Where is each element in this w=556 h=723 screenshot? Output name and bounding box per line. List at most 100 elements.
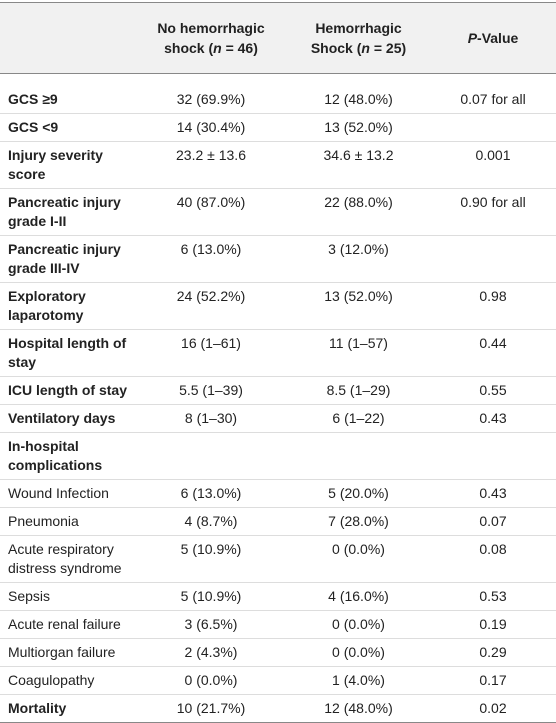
- row-label: Pancreatic injury grade III-IV: [0, 235, 135, 283]
- cell: 8 (1–30): [135, 404, 287, 433]
- cell: 0.001: [430, 141, 556, 189]
- cell: 0.55: [430, 376, 556, 405]
- table-row: Multiorgan failure 2 (4.3%) 0 (0.0%) 0.29: [0, 638, 556, 667]
- table-row: Coagulopathy 0 (0.0%) 1 (4.0%) 0.17: [0, 666, 556, 695]
- row-label: Injury severity score: [0, 141, 135, 189]
- cell: 24 (52.2%): [135, 282, 287, 330]
- cell: 0.17: [430, 666, 556, 695]
- cell: 4 (8.7%): [135, 507, 287, 536]
- cell: 0.44: [430, 329, 556, 377]
- cell: 12 (48.0%): [287, 73, 430, 114]
- row-label: Multiorgan failure: [0, 638, 135, 667]
- table-row: Pneumonia 4 (8.7%) 7 (28.0%) 0.07: [0, 507, 556, 536]
- cell: 5.5 (1–39): [135, 376, 287, 405]
- cell: 8.5 (1–29): [287, 376, 430, 405]
- header-text: Hemorrhagic Shock (: [310, 20, 402, 56]
- table-row: Hospital length of stay 16 (1–61) 11 (1–57…: [0, 329, 556, 377]
- row-label: GCS <9: [0, 113, 135, 142]
- cell: 32 (69.9%): [135, 73, 287, 114]
- cell: 0 (0.0%): [287, 610, 430, 639]
- table-row: In-hospital complications: [0, 432, 556, 480]
- header-cell: [0, 2, 135, 74]
- cell: 6 (13.0%): [135, 235, 287, 283]
- cell: 40 (87.0%): [135, 188, 287, 236]
- cell: 5 (10.9%): [135, 582, 287, 611]
- table-row: Injury severity score 23.2 ± 13.6 34.6 ± 1…: [0, 141, 556, 189]
- cell: [430, 432, 556, 480]
- header-text: -Value: [477, 30, 519, 46]
- table-row: Exploratory laparotomy 24 (52.2%) 13 (52.0…: [0, 282, 556, 330]
- row-label: Wound Infection: [0, 479, 135, 508]
- row-label: Acute respiratory distress syndrome: [0, 535, 135, 583]
- header-text: = 25): [369, 40, 407, 56]
- cell: 14 (30.4%): [135, 113, 287, 142]
- header-cell: P-Value: [430, 2, 556, 74]
- header-cell: Hemorrhagic Shock (n = 25): [287, 2, 430, 74]
- cell: 13 (52.0%): [287, 282, 430, 330]
- cell: 4 (16.0%): [287, 582, 430, 611]
- table-row: Acute respiratory distress syndrome 5 (10…: [0, 535, 556, 583]
- table-row: ICU length of stay 5.5 (1–39) 8.5 (1–29) 0.…: [0, 376, 556, 405]
- cell: 5 (20.0%): [287, 479, 430, 508]
- row-label: Exploratory laparotomy: [0, 282, 135, 330]
- row-label: Sepsis: [0, 582, 135, 611]
- table-row: Wound Infection 6 (13.0%) 5 (20.0%) 0.43: [0, 479, 556, 508]
- row-label: Hospital length of stay: [0, 329, 135, 377]
- header-text: = 46): [221, 40, 258, 56]
- cell: 7 (28.0%): [287, 507, 430, 536]
- cell: 34.6 ± 13.2: [287, 141, 430, 189]
- cell: 22 (88.0%): [287, 188, 430, 236]
- cell: 11 (1–57): [287, 329, 430, 377]
- cell: 1 (4.0%): [287, 666, 430, 695]
- cell: [287, 432, 430, 480]
- table-row: Pancreatic injury grade III-IV 6 (13.0%) 3…: [0, 235, 556, 283]
- cell: 23.2 ± 13.6: [135, 141, 287, 189]
- cell: 0.02: [430, 694, 556, 723]
- row-label: In-hospital complications: [0, 432, 135, 480]
- cell: 0.43: [430, 479, 556, 508]
- table-row: GCS ≥9 32 (69.9%) 12 (48.0%) 0.07 for all: [0, 73, 556, 114]
- cell: 3 (12.0%): [287, 235, 430, 283]
- cell: 0.43: [430, 404, 556, 433]
- row-label: Coagulopathy: [0, 666, 135, 695]
- cell: 0.07 for all: [430, 73, 556, 114]
- cell: 0 (0.0%): [135, 666, 287, 695]
- row-label: Pneumonia: [0, 507, 135, 536]
- row-label: Ventilatory days: [0, 404, 135, 433]
- cell: 0.90 for all: [430, 188, 556, 236]
- cell: 16 (1–61): [135, 329, 287, 377]
- cell: [135, 432, 287, 480]
- cell: 5 (10.9%): [135, 535, 287, 583]
- table-row: Acute renal failure 3 (6.5%) 0 (0.0%) 0.19: [0, 610, 556, 639]
- cell: 0 (0.0%): [287, 535, 430, 583]
- cell: [430, 113, 556, 142]
- table-body: GCS ≥9 32 (69.9%) 12 (48.0%) 0.07 for all GC…: [0, 73, 556, 723]
- table-row: Pancreatic injury grade I-II 40 (87.0%) 22…: [0, 188, 556, 236]
- cell: 6 (1–22): [287, 404, 430, 433]
- header-row: No hemorrhagic shock (n = 46) Hemorrhagic…: [0, 2, 556, 74]
- table-row: Ventilatory days 8 (1–30) 6 (1–22) 0.43: [0, 404, 556, 433]
- row-label: Mortality: [0, 694, 135, 723]
- cell: 0.98: [430, 282, 556, 330]
- table-row: Sepsis 5 (10.9%) 4 (16.0%) 0.53: [0, 582, 556, 611]
- header-text: P: [467, 30, 478, 46]
- cell: 10 (21.7%): [135, 694, 287, 723]
- row-label: Acute renal failure: [0, 610, 135, 639]
- cell: 6 (13.0%): [135, 479, 287, 508]
- cell: 0.53: [430, 582, 556, 611]
- header-text: n: [361, 40, 370, 56]
- cell: 0 (0.0%): [287, 638, 430, 667]
- cell: 0.08: [430, 535, 556, 583]
- cell: [430, 235, 556, 283]
- header-cell: No hemorrhagic shock (n = 46): [135, 2, 287, 74]
- table-row: Mortality 10 (21.7%) 12 (48.0%) 0.02: [0, 694, 556, 723]
- cell: 12 (48.0%): [287, 694, 430, 723]
- cell: 3 (6.5%): [135, 610, 287, 639]
- row-label: ICU length of stay: [0, 376, 135, 405]
- header-text: n: [213, 40, 222, 56]
- row-label: GCS ≥9: [0, 73, 135, 114]
- cell: 0.07: [430, 507, 556, 536]
- row-label: Pancreatic injury grade I-II: [0, 188, 135, 236]
